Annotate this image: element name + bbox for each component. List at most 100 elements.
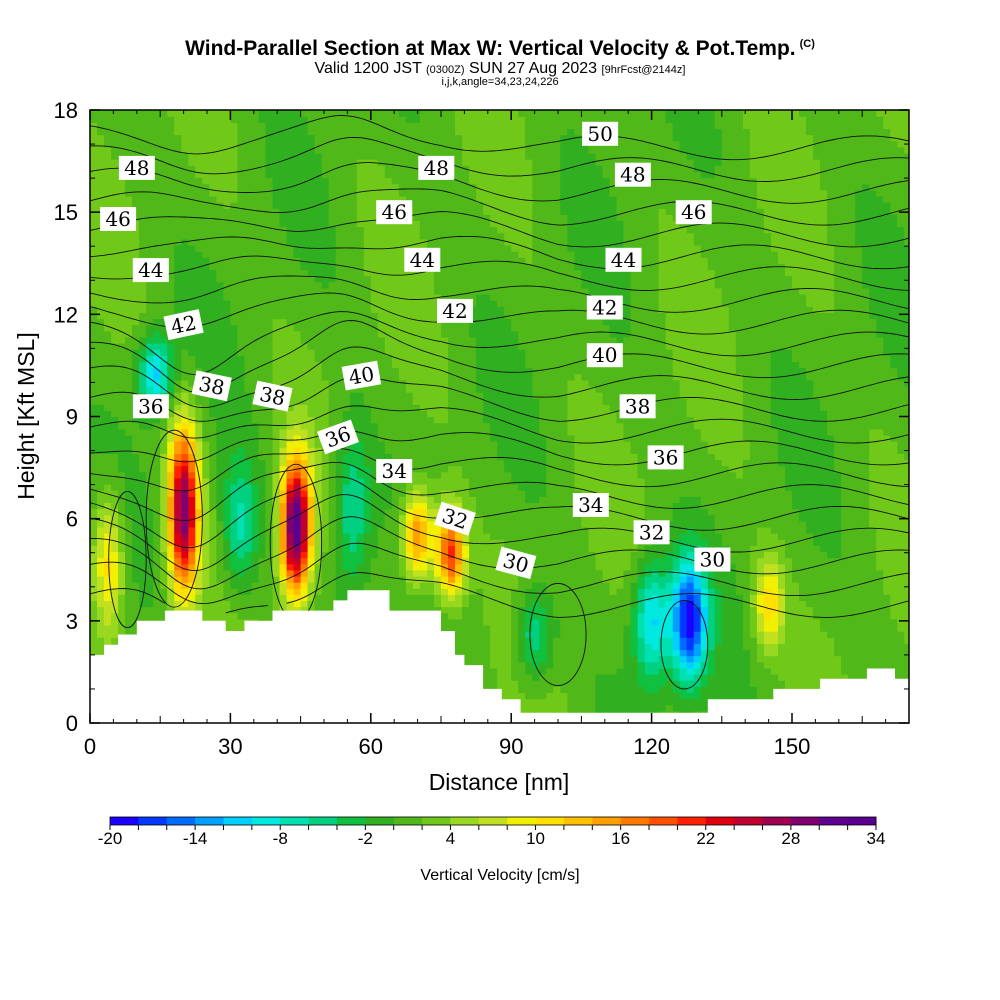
- field-cell: [300, 171, 309, 179]
- field-cell: [90, 336, 98, 344]
- field-cell: [202, 318, 210, 326]
- field-cell: [272, 177, 281, 185]
- field-cell: [286, 459, 295, 467]
- field-cell: [97, 287, 105, 295]
- field-cell: [188, 361, 196, 369]
- field-cell: [188, 257, 196, 264]
- field-cell: [265, 545, 274, 552]
- field-cell: [237, 606, 246, 614]
- field-cell: [307, 263, 316, 271]
- field-cell: [405, 441, 414, 448]
- field-cell: [223, 434, 232, 442]
- field-cell: [230, 434, 239, 442]
- field-cell: [307, 336, 316, 344]
- field-cell: [216, 195, 225, 203]
- field-cell: [90, 355, 98, 362]
- field-cell: [356, 465, 365, 473]
- field-cell: [342, 569, 351, 577]
- field-cell: [307, 447, 316, 454]
- field-cell: [265, 465, 274, 473]
- field-cell: [314, 349, 323, 356]
- field-cell: [202, 134, 210, 142]
- field-cell: [412, 588, 421, 595]
- field-cell: [251, 447, 260, 454]
- field-cell: [90, 214, 98, 221]
- field-cell: [139, 177, 147, 185]
- field-cell: [370, 238, 379, 246]
- field-cell: [132, 232, 140, 240]
- field-cell: [391, 361, 400, 369]
- field-cell: [97, 533, 105, 540]
- field-cell: [434, 582, 442, 589]
- field-cell: [321, 367, 330, 375]
- field-cell: [167, 152, 175, 160]
- field-cell: [342, 110, 351, 117]
- field-cell: [188, 287, 196, 295]
- field-cell: [391, 569, 400, 577]
- field-cell: [258, 202, 267, 209]
- field-cell: [370, 116, 379, 123]
- field-cell: [363, 392, 372, 399]
- field-cell: [118, 281, 126, 289]
- field-cell: [363, 183, 372, 191]
- field-cell: [286, 226, 295, 234]
- field-cell: [279, 367, 288, 375]
- field-cell: [195, 171, 203, 179]
- field-cell: [202, 514, 210, 522]
- field-cell: [167, 434, 175, 442]
- field-cell: [153, 195, 161, 203]
- field-cell: [251, 434, 260, 442]
- field-cell: [279, 355, 288, 362]
- field-cell: [125, 428, 133, 436]
- field-cell: [202, 502, 210, 510]
- field-cell: [427, 582, 435, 589]
- field-cell: [195, 606, 203, 614]
- field-cell: [146, 202, 154, 209]
- field-cell: [265, 140, 274, 148]
- field-cell: [321, 281, 330, 289]
- field-cell: [202, 526, 210, 534]
- field-cell: [286, 342, 295, 350]
- field-cell: [160, 459, 168, 467]
- field-cell: [363, 582, 372, 589]
- field-cell: [398, 422, 407, 430]
- field-cell: [391, 251, 400, 258]
- field-cell: [307, 373, 316, 381]
- field-cell: [335, 594, 344, 602]
- field-cell: [160, 281, 168, 289]
- field-cell: [244, 496, 253, 503]
- field-cell: [300, 563, 309, 571]
- field-cell: [125, 624, 133, 632]
- field-cell: [174, 453, 182, 461]
- field-cell: [244, 128, 253, 136]
- field-cell: [188, 367, 196, 375]
- field-cell: [293, 324, 302, 332]
- field-cell: [391, 171, 400, 179]
- field-cell: [244, 416, 253, 424]
- field-cell: [434, 533, 442, 540]
- field-cell: [427, 140, 435, 148]
- field-cell: [132, 416, 140, 424]
- field-cell: [216, 398, 225, 405]
- field-cell: [307, 177, 316, 185]
- field-cell: [223, 122, 232, 130]
- field-cell: [307, 220, 316, 228]
- field-cell: [300, 165, 309, 172]
- field-cell: [160, 606, 168, 614]
- field-cell: [419, 508, 428, 516]
- field-cell: [391, 140, 400, 148]
- field-cell: [363, 416, 372, 424]
- field-cell: [251, 551, 260, 559]
- field-cell: [398, 410, 407, 418]
- field-cell: [111, 526, 119, 534]
- field-cell: [202, 281, 210, 289]
- field-cell: [132, 361, 140, 369]
- field-cell: [307, 582, 316, 589]
- field-cell: [146, 612, 154, 620]
- field-cell: [314, 220, 323, 228]
- field-cell: [300, 428, 309, 436]
- field-cell: [237, 459, 246, 467]
- field-cell: [370, 496, 379, 503]
- field-cell: [265, 232, 274, 240]
- field-cell: [307, 514, 316, 522]
